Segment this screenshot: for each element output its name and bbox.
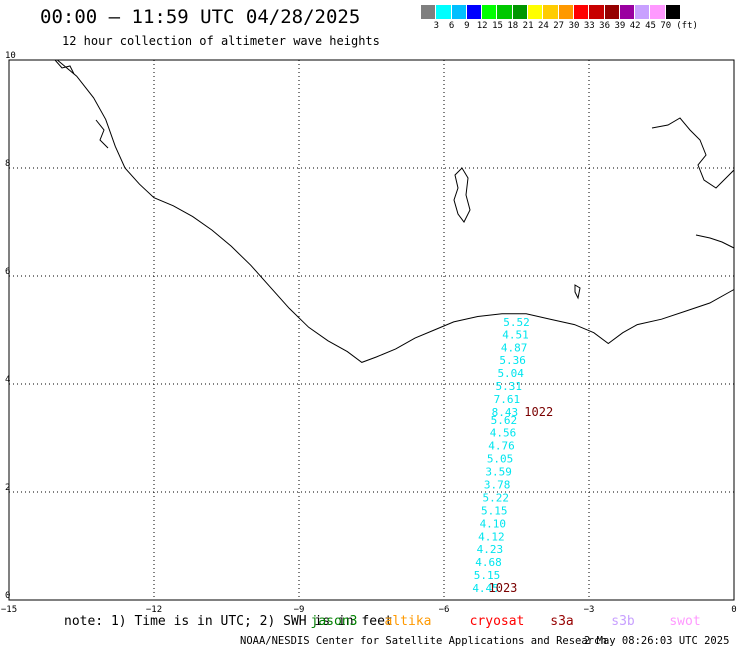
legend-value-label: 3 — [433, 21, 440, 31]
legend-value-label: 12 — [476, 21, 488, 31]
pass-number-label: 1022 — [524, 405, 553, 419]
legend-swatch — [436, 5, 452, 19]
legend-swatch — [558, 5, 574, 19]
swh-value-label: 5.15 — [474, 569, 501, 582]
legend-value-label: 15 — [492, 21, 503, 31]
legend-value-label: 30 — [568, 21, 580, 31]
y-tick-label: 0 — [5, 591, 10, 601]
map-grid — [9, 60, 734, 600]
legend-swatch — [482, 5, 498, 19]
legend-swatch — [497, 5, 513, 19]
legend-value-label: 27 — [553, 21, 565, 31]
x-tick-label: −3 — [584, 605, 595, 615]
y-tick-label: 8 — [5, 159, 10, 169]
swh-color-legend: 3 6 9 12 15 18 21 24 27 30 33 36 39 42 45 70 (ft) — [421, 5, 698, 33]
swh-value-label: 5.36 — [499, 354, 526, 367]
map-title: 00:00 – 11:59 UTC 04/28/2025 — [40, 6, 361, 28]
swh-value-label: 5.22 — [482, 491, 509, 504]
satellite-legend-item: cryosat — [470, 614, 525, 629]
pass-number-label: 1023 — [489, 581, 518, 595]
x-tick-label: −12 — [146, 605, 162, 615]
x-tick-label: −15 — [1, 605, 17, 615]
swh-value-label: 7.61 — [494, 393, 521, 406]
footer-timestamp: 2 May 08:26:03 UTC 2025 — [584, 635, 729, 647]
y-tick-label: 4 — [5, 375, 10, 385]
legend-swatch — [451, 5, 467, 19]
swh-value-label: 3.59 — [485, 465, 512, 478]
legend-value-labels: 3 6 9 12 15 18 21 24 27 30 33 36 39 42 45 70 (ft) — [421, 19, 698, 33]
swh-value-label: 5.62 — [491, 414, 518, 427]
coastline-islands — [54, 59, 735, 300]
legend-value-label: 36 — [599, 21, 611, 31]
y-tick-label: 6 — [5, 267, 10, 277]
swh-value-label: 5.52 — [503, 316, 530, 329]
swh-value-label: 4.56 — [490, 427, 517, 440]
legend-swatch — [589, 5, 605, 19]
coastline — [56, 59, 735, 363]
legend-value-label: 70 — [660, 21, 672, 31]
legend-swatch — [573, 5, 590, 19]
satellite-legend-item: altika — [385, 614, 432, 629]
x-tick-label: −6 — [439, 605, 450, 615]
legend-value-label: 45 — [645, 21, 656, 31]
swh-value-label: 4.23 — [477, 543, 504, 556]
legend-value-label: 9 — [464, 21, 470, 31]
swh-value-label: 4.87 — [501, 341, 528, 354]
y-tick-label: 10 — [5, 51, 16, 61]
map-footer: note: 1) Time is in UTC; 2) SWH is in fe… — [64, 614, 729, 647]
satellite-legend-item: s3b — [611, 614, 635, 629]
legend-swatch — [528, 5, 544, 19]
swh-value-label: 4.12 — [478, 530, 505, 543]
x-tick-label: −9 — [294, 605, 305, 615]
altimeter-track: 5.524.514.875.365.045.317.618.435.624.56… — [472, 316, 529, 595]
legend-swatch — [619, 5, 636, 19]
pass-number-labels: 1022 1023 — [489, 405, 554, 595]
legend-value-label: 33 — [583, 21, 595, 31]
swh-value-label: 4.10 — [480, 517, 507, 530]
x-tick-label: 0 — [731, 605, 736, 615]
map-frame — [8, 59, 735, 601]
legend-unit-label: (ft) — [676, 21, 698, 31]
legend-value-label: 6 — [448, 21, 455, 31]
satellite-legend-item: swot — [669, 614, 700, 629]
legend-swatch — [512, 5, 529, 19]
y-tick-label: 2 — [5, 483, 10, 493]
legend-swatch — [635, 5, 651, 19]
satellite-legend-item: jason3 — [311, 614, 358, 629]
legend-value-label: 42 — [629, 21, 641, 31]
legend-swatch — [665, 5, 682, 19]
swh-value-label: 5.05 — [487, 453, 514, 466]
swh-value-label: 5.31 — [496, 380, 523, 393]
satellite-legend: jason3 altika cryosat s3a s3b swot — [311, 614, 701, 629]
legend-color-bar — [421, 5, 682, 19]
map-tick-labels: −15 −12 −9 −6 −3 0 0 2 4 6 8 10 — [1, 51, 737, 615]
legend-value-label: 18 — [507, 21, 519, 31]
legend-swatch — [543, 5, 559, 19]
legend-swatch — [421, 5, 437, 19]
swh-value-label: 4.51 — [502, 328, 529, 341]
swh-value-label: 3.78 — [484, 478, 511, 491]
swh-value-label: 4.76 — [488, 440, 515, 453]
legend-swatch — [650, 5, 666, 19]
map-subtitle: 12 hour collection of altimeter wave hei… — [62, 34, 380, 48]
swh-value-label: 8.43 — [492, 406, 519, 419]
footer-credit: NOAA/NESDIS Center for Satellite Applica… — [240, 635, 607, 647]
satellite-legend-item: s3a — [550, 614, 573, 629]
swh-value-label: 5.15 — [481, 504, 508, 517]
legend-value-label: 21 — [522, 21, 534, 31]
swh-value-label: 5.04 — [497, 367, 524, 380]
swh-value-label: 4.45 — [472, 582, 499, 595]
legend-swatch — [466, 5, 483, 19]
legend-swatch — [604, 5, 620, 19]
footer-note: note: 1) Time is in UTC; 2) SWH is in fe… — [64, 614, 393, 629]
legend-value-label: 39 — [614, 21, 626, 31]
legend-value-label: 24 — [537, 21, 549, 31]
swh-value-label: 4.68 — [475, 556, 502, 569]
